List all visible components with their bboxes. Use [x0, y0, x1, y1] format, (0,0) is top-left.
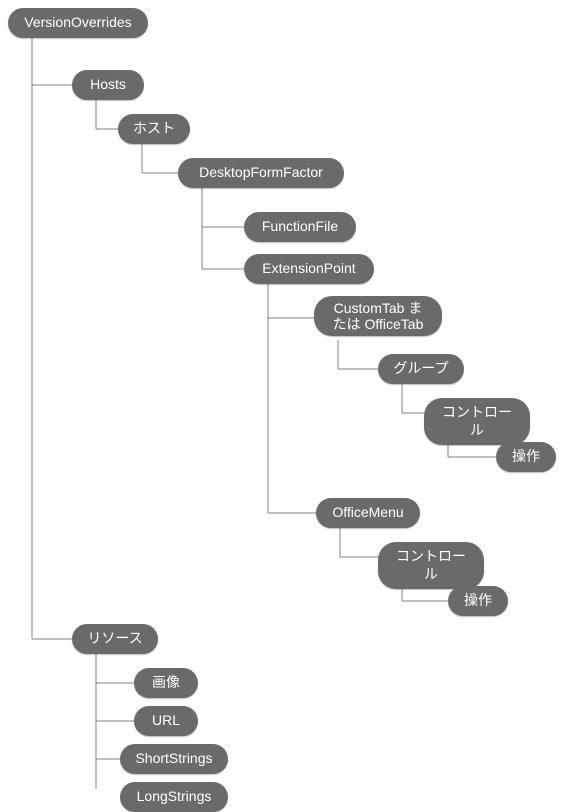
- tree-node-urls: URL: [134, 706, 198, 736]
- tree-node-dff: DesktopFormFactor: [178, 158, 344, 188]
- tree-node-images: 画像: [134, 668, 198, 698]
- tree-node-control2: コントロール: [378, 542, 484, 589]
- tree-node-officemenu: OfficeMenu: [316, 498, 420, 528]
- tree-node-hosts: Hosts: [72, 70, 144, 100]
- tree-node-action1: 操作: [496, 442, 556, 472]
- tree-node-control1: コントロール: [424, 398, 530, 445]
- tree-node-longstrings: LongStrings: [120, 782, 228, 812]
- tree-node-group: グループ: [378, 354, 464, 384]
- tree-diagram: VersionOverrides Hosts ホスト DesktopFormFacto…: [0, 0, 577, 789]
- tree-node-shortstrings: ShortStrings: [120, 744, 228, 774]
- tree-node-extpt: ExtensionPoint: [244, 254, 374, 284]
- tree-node-fnfile: FunctionFile: [244, 212, 356, 242]
- tree-node-host: ホスト: [118, 114, 190, 144]
- tree-node-versionOverrides: VersionOverrides: [8, 8, 148, 38]
- edge-layer: [0, 0, 577, 789]
- tree-node-action2: 操作: [448, 586, 508, 616]
- tree-node-resources: リソース: [72, 624, 158, 654]
- tree-node-customtab: CustomTab または OfficeTab: [314, 296, 442, 336]
